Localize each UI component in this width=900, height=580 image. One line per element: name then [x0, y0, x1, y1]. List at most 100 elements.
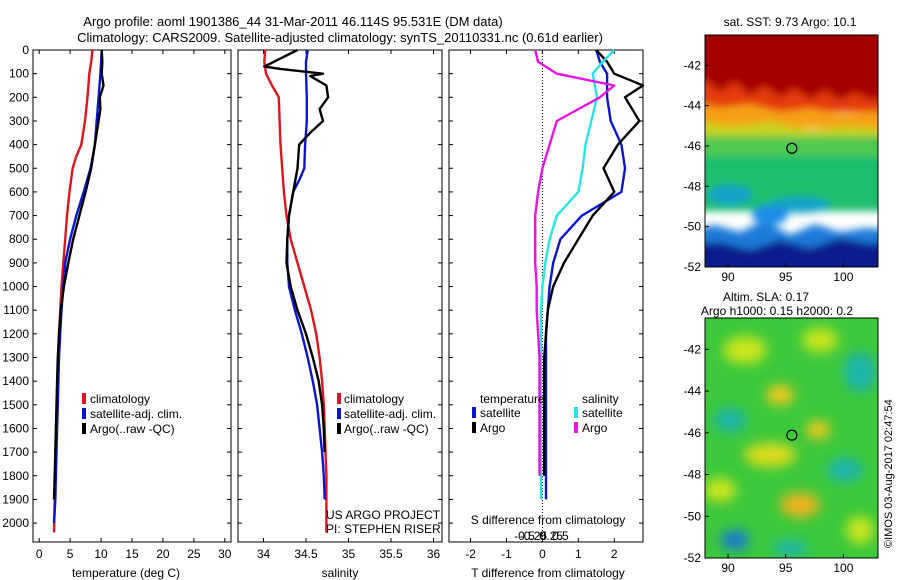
legend-swatch-argo	[82, 423, 86, 434]
legend-title-salinity: salinity	[582, 392, 619, 406]
x-tick-label: 25	[187, 547, 201, 561]
depth-tick-label: 100	[9, 67, 29, 81]
x-tick-label: 36	[427, 547, 441, 561]
legend-label-t-argo: Argo	[480, 421, 506, 435]
x-tick-label: 15	[125, 547, 139, 561]
depth-tick-label: 500	[9, 161, 29, 175]
map-y-tick-label: -50	[684, 220, 702, 234]
depth-tick-label: 700	[9, 209, 29, 223]
depth-tick-label: 1100	[3, 303, 29, 317]
series-line-climatology	[52, 49, 94, 533]
map-x-tick-label: 90	[721, 561, 735, 575]
top-tick-label: 0.5	[552, 529, 569, 543]
depth-axis: 0 100 200 300 400 500 600 700 800 900 1000 1100 1200…	[2, 43, 643, 530]
depth-tick-label: 800	[9, 232, 29, 246]
depth-tick-label: 900	[9, 256, 29, 270]
sst-map-panel: sat. SST: 9.73 Argo: 10.1 90 95 100 -42 -44 -…	[684, 15, 879, 284]
map-y-tick-label: -42	[684, 342, 702, 356]
map-x-tick-label: 90	[721, 270, 735, 284]
series-line-argo	[263, 48, 330, 453]
salinity-legend: climatology satellite-adj. clim. Argo(..…	[337, 392, 436, 436]
legend-swatch-s-satellite	[574, 407, 578, 418]
profile-location-marker	[786, 429, 798, 441]
x-tick-label: 0	[36, 547, 43, 561]
series-line-argo	[52, 49, 105, 500]
legend-swatch-satellite	[337, 408, 341, 419]
sla-map-subtitle: Argo h1000: 0.15 h2000: 0.2	[701, 304, 853, 318]
difference-x-axis: -2 -1 0 1 2	[465, 50, 618, 561]
depth-tick-label: 2000	[2, 516, 29, 530]
sla-map-title: Altim. SLA: 0.17	[723, 290, 809, 304]
legend-title-temperature: temperature	[480, 392, 545, 406]
map-y-tick-label: -52	[684, 260, 702, 274]
salinity-xlabel: salinity	[322, 566, 359, 580]
top-tick-label: -0.5	[514, 529, 535, 543]
series-line-satellite	[544, 49, 627, 500]
sla-map-frame	[704, 317, 879, 559]
sst-map-axes: 90 95 100 -42 -44 -46 -48 -50 -52	[684, 58, 854, 284]
difference-top-label: S difference from climatology	[471, 513, 626, 527]
depth-tick-label: 1400	[2, 374, 29, 388]
legend-swatch-climatology	[337, 393, 341, 404]
temperature-panel: 0100200300400500600700800900100011001200…	[2, 43, 643, 580]
map-y-tick-label: -44	[684, 384, 702, 398]
legend-label-climatology: climatology	[344, 392, 404, 406]
depth-tick-label: 1800	[2, 469, 29, 483]
x-tick-label: 30	[218, 547, 232, 561]
depth-tick-label: 300	[9, 114, 29, 128]
sst-map-frame	[704, 34, 879, 268]
salinity-axes-frame	[237, 49, 443, 543]
series-line-satellite	[286, 49, 326, 500]
x-tick-label: 20	[156, 547, 170, 561]
legend-label-satellite: satellite-adj. clim.	[344, 407, 436, 421]
series-line-climatology	[263, 49, 328, 533]
depth-tick-label: 1500	[2, 398, 29, 412]
profile-location-marker	[786, 142, 798, 154]
legend-swatch-s-argo	[574, 422, 578, 433]
legend-swatch-argo	[337, 423, 341, 434]
map-y-tick-label: -48	[684, 179, 702, 193]
map-y-tick-label: -46	[684, 139, 702, 153]
temperature-x-axis: 0 5 10 15 20 25 30	[36, 50, 232, 561]
x-tick-label: -1	[501, 547, 512, 561]
map-y-tick-label: -48	[684, 468, 702, 482]
depth-tick-label: 600	[9, 185, 29, 199]
depth-tick-label: 1600	[2, 421, 29, 435]
top-tick-label: -0.25	[520, 529, 548, 543]
difference-legend: temperature salinity satellite Argo sate…	[472, 392, 623, 435]
depth-tick-label: 1900	[2, 492, 29, 506]
sla-map-axes: 90 95 100 -42 -44 -46 -48 -50 -52	[684, 342, 854, 575]
legend-swatch-satellite	[82, 408, 86, 419]
x-tick-label: -2	[465, 547, 476, 561]
legend-label-climatology: climatology	[90, 392, 150, 406]
map-y-tick-label: -42	[684, 58, 702, 72]
difference-xlabel: T difference from climatology	[471, 566, 625, 580]
legend-label-satellite: satellite-adj. clim.	[90, 407, 182, 421]
legend-label-argo: Argo(..raw -QC)	[344, 422, 429, 436]
x-tick-label: 34.5	[294, 547, 318, 561]
depth-tick-label: 1700	[2, 445, 29, 459]
depth-tick-label: 400	[9, 138, 29, 152]
top-tick-label: 0	[539, 529, 546, 543]
legend-swatch-t-satellite	[472, 407, 476, 418]
depth-tick-label: 1000	[2, 280, 29, 294]
depth-tick-label: 200	[9, 90, 29, 104]
legend-label-argo: Argo(..raw -QC)	[90, 422, 175, 436]
sla-heatmap	[705, 318, 878, 558]
legend-label-s-argo: Argo	[582, 421, 608, 435]
figure-subtitle: Climatology: CARS2009. Satellite-adjuste…	[77, 30, 603, 45]
map-x-tick-label: 95	[779, 561, 793, 575]
x-tick-label: 35.5	[379, 547, 403, 561]
x-tick-label: 0	[539, 547, 546, 561]
map-y-tick-label: -50	[684, 509, 702, 523]
depth-tick-label: 0	[22, 43, 29, 57]
legend-label-t-satellite: satellite	[480, 406, 521, 420]
difference-axes-frame	[448, 49, 644, 543]
sla-map-panel: Altim. SLA: 0.17 Argo h1000: 0.15 h2000:…	[684, 290, 879, 575]
legend-label-s-satellite: satellite	[582, 406, 623, 420]
imos-credit: ©IMOS 03-Aug-2017 02:47:54	[883, 399, 895, 548]
map-y-tick-label: -46	[684, 426, 702, 440]
x-tick-label: 1	[575, 547, 582, 561]
